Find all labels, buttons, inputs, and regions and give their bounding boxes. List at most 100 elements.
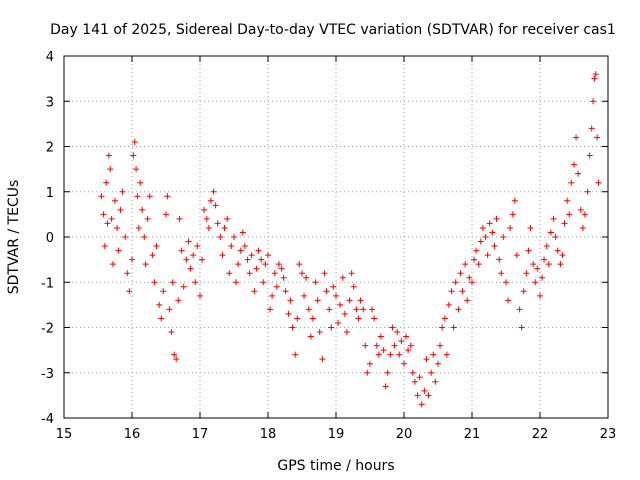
data-point — [428, 369, 435, 376]
data-point — [205, 224, 212, 231]
data-point — [403, 333, 410, 340]
data-point — [260, 279, 267, 286]
data-point — [523, 270, 530, 277]
data-point — [430, 351, 437, 358]
data-point — [588, 125, 595, 132]
data-point — [100, 211, 107, 218]
x-tick-label: 15 — [56, 427, 73, 442]
data-point — [275, 261, 282, 268]
data-point — [532, 279, 539, 286]
data-point — [248, 252, 255, 259]
data-point — [151, 279, 158, 286]
data-point — [241, 243, 248, 250]
data-point — [180, 283, 187, 290]
data-point — [530, 261, 537, 268]
data-point — [175, 297, 182, 304]
data-point — [335, 319, 342, 326]
data-point — [592, 71, 599, 78]
data-point — [104, 220, 111, 227]
data-point — [452, 279, 459, 286]
data-point — [108, 215, 115, 222]
x-tick-label: 20 — [396, 427, 413, 442]
data-point — [278, 265, 285, 272]
data-point — [513, 252, 520, 259]
x-tick-label: 17 — [192, 427, 209, 442]
data-point — [500, 234, 507, 240]
data-point — [471, 256, 478, 263]
data-point — [194, 243, 201, 250]
data-point — [407, 342, 414, 349]
data-point — [432, 378, 439, 385]
y-tick-label: 2 — [46, 141, 54, 156]
data-point — [185, 238, 192, 245]
data-point — [516, 306, 523, 313]
data-point — [258, 256, 265, 263]
x-tick-labels: 15 16 17 18 19 20 21 22 23 — [56, 427, 617, 442]
y-tick-label: -2 — [41, 322, 54, 337]
data-point — [122, 234, 129, 240]
data-point — [166, 306, 173, 313]
data-point — [579, 224, 586, 231]
data-point — [296, 261, 303, 268]
data-point — [187, 265, 194, 272]
data-point — [239, 229, 246, 236]
data-point — [169, 279, 176, 286]
x-tick-label: 22 — [532, 427, 549, 442]
y-tick-label: 3 — [46, 95, 54, 110]
data-point — [192, 279, 199, 286]
data-point — [525, 247, 532, 254]
data-point — [496, 256, 503, 263]
data-point — [586, 152, 593, 159]
data-point — [307, 333, 314, 340]
data-point — [312, 279, 319, 286]
data-point — [142, 261, 149, 268]
data-point — [547, 229, 554, 236]
data-point — [323, 288, 330, 295]
data-point — [139, 206, 146, 213]
data-point — [387, 351, 394, 358]
data-point — [146, 193, 153, 200]
data-point — [527, 224, 534, 231]
data-point — [469, 279, 475, 286]
data-point — [591, 75, 598, 82]
data-point — [178, 247, 185, 254]
data-point — [203, 215, 210, 222]
data-point — [405, 347, 412, 354]
data-point — [534, 265, 541, 272]
data-point — [126, 288, 133, 295]
data-point — [346, 297, 353, 304]
data-point — [330, 283, 337, 290]
data-point — [511, 197, 518, 204]
data-point — [265, 252, 271, 259]
data-point — [212, 202, 219, 209]
data-point — [594, 134, 601, 141]
y-tick-label: 4 — [46, 50, 54, 65]
data-point — [384, 369, 391, 376]
data-point — [411, 378, 418, 385]
data-point — [199, 256, 206, 263]
data-point — [246, 270, 253, 277]
data-point — [509, 211, 516, 218]
y-tick-label: -4 — [41, 412, 54, 427]
axis-ticks — [63, 55, 609, 419]
data-point — [210, 188, 217, 195]
y-tick-labels: -4 -3 -2 -1 0 1 2 3 4 — [41, 50, 54, 427]
data-point — [271, 270, 278, 277]
y-tick-label: -1 — [41, 276, 54, 291]
data-point — [550, 215, 557, 222]
data-point — [423, 356, 430, 363]
x-tick-label: 18 — [260, 427, 277, 442]
data-point — [153, 243, 160, 250]
data-point — [137, 179, 144, 186]
x-tick-label: 23 — [600, 427, 617, 442]
data-point — [435, 360, 441, 367]
data-point — [101, 243, 108, 250]
data-point — [590, 98, 597, 105]
data-point — [98, 193, 105, 200]
data-point — [394, 329, 401, 336]
data-point — [391, 342, 398, 349]
data-point — [367, 360, 373, 367]
data-point — [341, 310, 348, 317]
data-point — [418, 401, 425, 408]
